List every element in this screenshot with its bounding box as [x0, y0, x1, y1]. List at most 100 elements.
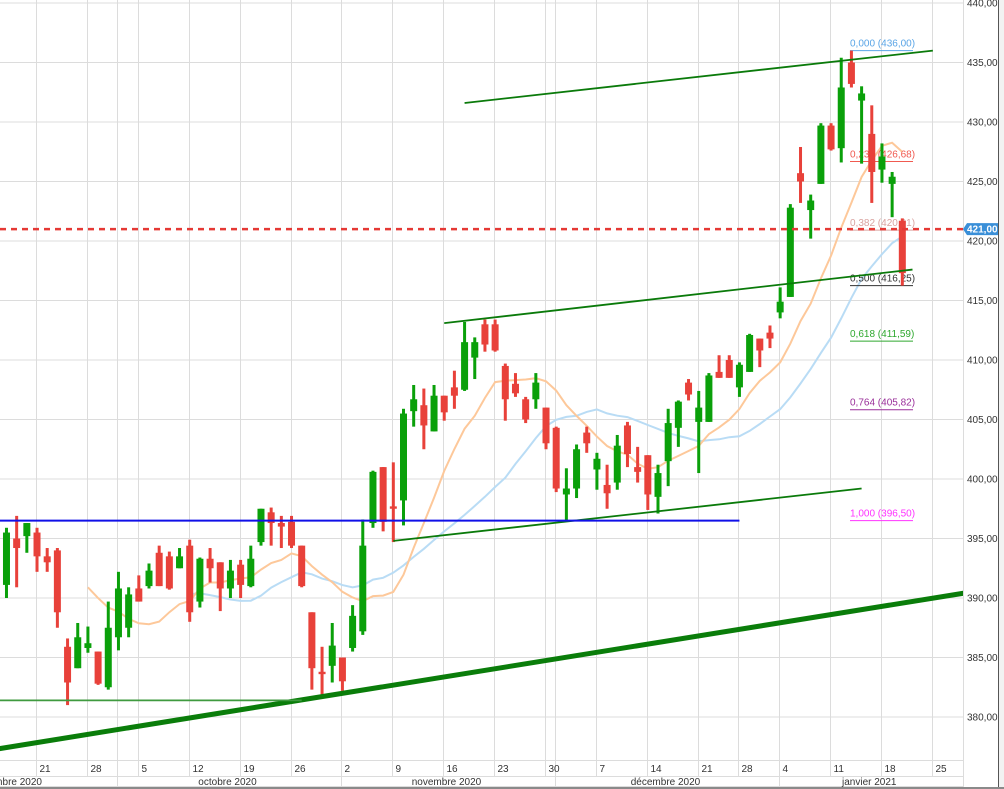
candle[interactable] — [2, 527, 10, 598]
candle[interactable] — [43, 548, 51, 572]
candle[interactable] — [155, 545, 163, 587]
candle-wick — [890, 171, 894, 218]
candle[interactable] — [715, 355, 723, 378]
candle[interactable] — [827, 123, 835, 151]
candle[interactable] — [725, 355, 733, 378]
candle[interactable] — [379, 467, 387, 532]
candle[interactable] — [257, 508, 265, 546]
candle[interactable] — [267, 507, 275, 546]
candle[interactable] — [206, 548, 214, 583]
candle[interactable] — [878, 143, 886, 183]
candle[interactable] — [125, 587, 133, 638]
candle[interactable] — [176, 548, 184, 569]
candle[interactable] — [644, 455, 652, 510]
candle[interactable] — [756, 338, 764, 368]
candle[interactable] — [898, 218, 906, 286]
candle-body — [481, 324, 489, 345]
candle[interactable] — [664, 408, 672, 487]
candle-body — [226, 570, 234, 589]
candle[interactable] — [186, 539, 194, 622]
candle[interactable] — [603, 464, 611, 509]
candle[interactable] — [735, 362, 743, 397]
candle[interactable] — [562, 468, 570, 521]
candle[interactable] — [797, 146, 805, 203]
candle[interactable] — [786, 204, 794, 297]
candle-body — [522, 399, 530, 420]
candle[interactable] — [766, 325, 774, 349]
candle[interactable] — [277, 515, 285, 549]
candle[interactable] — [440, 395, 448, 421]
candle[interactable] — [114, 571, 122, 651]
candle[interactable] — [573, 444, 581, 499]
long-term-trendline[interactable] — [0, 590, 963, 752]
candle[interactable] — [84, 626, 92, 653]
candle[interactable] — [613, 434, 621, 490]
candle[interactable] — [298, 545, 306, 588]
trendline[interactable] — [464, 49, 933, 104]
candle[interactable] — [33, 527, 41, 572]
candle[interactable] — [450, 370, 458, 409]
candle[interactable] — [705, 373, 713, 422]
candle[interactable] — [74, 622, 82, 669]
candle[interactable] — [888, 171, 896, 218]
candle[interactable] — [481, 319, 489, 352]
candle[interactable] — [318, 646, 326, 696]
trendline[interactable] — [393, 487, 862, 542]
candle[interactable] — [237, 559, 245, 598]
candle[interactable] — [165, 551, 173, 590]
candle[interactable] — [654, 464, 662, 514]
candle[interactable] — [410, 384, 418, 427]
candle[interactable] — [776, 287, 784, 319]
candle[interactable] — [400, 408, 407, 526]
candle[interactable] — [674, 400, 682, 447]
candle[interactable] — [135, 575, 143, 602]
candle[interactable] — [349, 605, 357, 652]
scrollbar[interactable] — [0, 787, 1004, 789]
candle[interactable] — [288, 515, 296, 549]
trendline[interactable] — [444, 268, 913, 325]
candle[interactable] — [491, 319, 499, 352]
candle[interactable] — [216, 562, 224, 612]
candle[interactable] — [420, 388, 428, 450]
candle[interactable] — [837, 57, 845, 163]
candle[interactable] — [532, 373, 540, 409]
candle[interactable] — [369, 470, 377, 528]
candle[interactable] — [328, 622, 336, 683]
candle[interactable] — [94, 651, 102, 685]
candle[interactable] — [583, 426, 591, 453]
candle[interactable] — [817, 123, 825, 184]
candle[interactable] — [593, 452, 601, 490]
candle[interactable] — [359, 519, 367, 635]
candle[interactable] — [623, 421, 631, 468]
candle[interactable] — [53, 548, 61, 628]
candle[interactable] — [542, 407, 550, 450]
candle[interactable] — [13, 515, 21, 588]
candle[interactable] — [308, 612, 316, 690]
candle[interactable] — [461, 321, 469, 391]
candle[interactable] — [338, 657, 346, 691]
candle[interactable] — [145, 563, 153, 589]
candle[interactable] — [868, 105, 876, 203]
candle[interactable] — [23, 523, 31, 553]
candle[interactable] — [64, 638, 72, 706]
candle[interactable] — [430, 384, 438, 432]
candle[interactable] — [511, 373, 519, 397]
candle[interactable] — [746, 333, 754, 372]
candle[interactable] — [847, 50, 855, 88]
candle[interactable] — [695, 390, 703, 474]
plot-area[interactable]: 0,000 (436,00)0,236 (426,68)0,382 (420,9… — [0, 39, 963, 752]
candle[interactable] — [471, 337, 479, 380]
candle[interactable] — [247, 545, 255, 588]
candle[interactable] — [522, 396, 530, 424]
candle[interactable] — [501, 363, 509, 421]
candle[interactable] — [685, 379, 693, 401]
candle[interactable] — [807, 194, 815, 239]
candle[interactable] — [389, 462, 397, 543]
candle[interactable] — [226, 559, 234, 598]
candle[interactable] — [634, 446, 642, 483]
candle[interactable] — [858, 86, 866, 164]
candle[interactable] — [552, 426, 560, 493]
candle[interactable] — [196, 557, 204, 608]
candle[interactable] — [104, 601, 112, 690]
